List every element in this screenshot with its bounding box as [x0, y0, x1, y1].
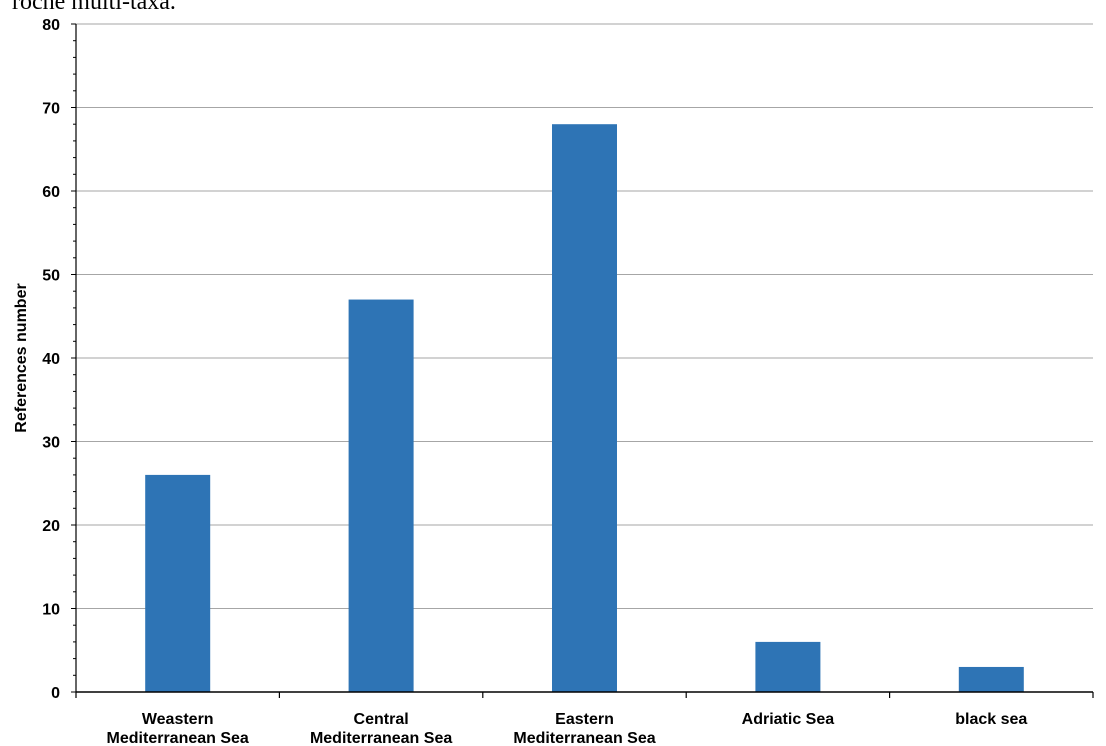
bar	[755, 641, 821, 692]
bar	[552, 124, 617, 692]
bar	[145, 474, 211, 692]
y-tick-label: 60	[42, 184, 60, 201]
x-tick-label: Adriatic Sea	[742, 711, 835, 728]
x-tick-label-line: Mediterranean Sea	[310, 730, 452, 746]
y-tick-label: 50	[42, 268, 60, 285]
x-tick-label-line: Adriatic Sea	[742, 711, 835, 728]
bar	[348, 299, 414, 692]
x-tick-labels: Weastern Mediterranean Sea Central Mediterr…	[107, 711, 1028, 746]
y-tick-label: 30	[42, 435, 60, 452]
bar	[958, 666, 1024, 692]
x-tick-label-line: black sea	[955, 711, 1027, 728]
y-tick-label: 10	[42, 602, 60, 619]
y-tick-label: 70	[42, 101, 60, 118]
x-tick-label: black sea	[955, 711, 1027, 728]
bars	[145, 124, 1024, 692]
x-tick-label-line: Weastern	[142, 711, 214, 728]
x-tick-label-line: Central	[354, 711, 409, 728]
y-tick-label: 80	[42, 17, 60, 34]
y-tick-labels: 0 10 20 30 40 50 60 70 80	[42, 17, 60, 702]
page-caption: roche multi-taxa.	[12, 0, 176, 15]
x-tick-label: Weastern Mediterranean Sea	[107, 711, 249, 746]
y-axis-title: References number	[13, 283, 30, 432]
y-tick-label: 0	[51, 685, 60, 702]
x-tick-label-line: Eastern	[555, 711, 614, 728]
x-tick-label: Central Mediterranean Sea	[310, 711, 452, 746]
x-tick-label-line: Mediterranean Sea	[513, 730, 655, 746]
x-tick-label: Eastern Mediterranean Sea	[513, 711, 655, 746]
y-tick-label: 20	[42, 518, 60, 535]
y-tick-label: 40	[42, 351, 60, 368]
axes	[71, 23, 1094, 698]
x-tick-label-line: Mediterranean Sea	[107, 730, 249, 746]
